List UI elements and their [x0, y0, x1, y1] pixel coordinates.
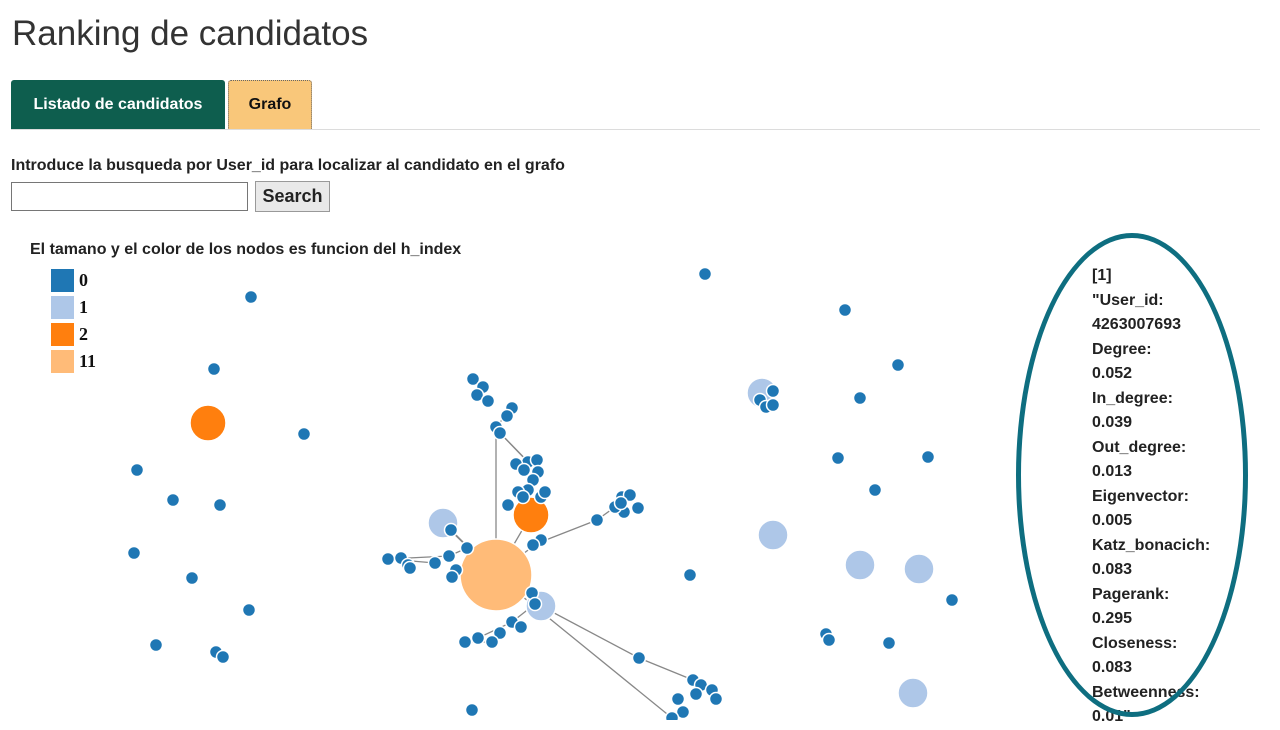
graph-node[interactable]	[484, 634, 500, 650]
graph-node[interactable]	[529, 452, 545, 468]
graph-node[interactable]	[513, 619, 529, 635]
graph-node[interactable]	[465, 371, 481, 387]
graph-node[interactable]	[184, 570, 200, 586]
graph-node[interactable]	[499, 408, 515, 424]
graph-node[interactable]	[708, 691, 724, 707]
graph-node[interactable]	[525, 537, 541, 553]
graph-node[interactable]	[206, 361, 222, 377]
graph-node[interactable]	[148, 637, 164, 653]
graph-caption: El tamano y el color de los nodos es fun…	[30, 241, 462, 258]
graph-node[interactable]	[622, 487, 638, 503]
graph-node[interactable]	[920, 449, 936, 465]
tab-grafo[interactable]: Grafo	[228, 80, 312, 130]
graph-node[interactable]	[492, 625, 508, 641]
graph-node[interactable]	[296, 426, 312, 442]
legend-label: 0	[79, 270, 88, 290]
graph-node[interactable]	[631, 650, 647, 666]
graph-node[interactable]	[765, 383, 781, 399]
legend-swatch	[51, 296, 74, 319]
graph-node[interactable]	[881, 635, 897, 651]
graph-node[interactable]	[126, 545, 142, 561]
graph-node[interactable]	[459, 540, 475, 556]
search-button[interactable]: Search	[255, 181, 330, 212]
graph-edge	[638, 657, 694, 681]
graph-node[interactable]	[441, 548, 457, 564]
graph-node[interactable]	[516, 462, 532, 478]
graph-node[interactable]	[480, 393, 496, 409]
graph-node[interactable]	[903, 553, 935, 585]
graph-edge	[495, 574, 673, 719]
graph-node[interactable]	[443, 522, 459, 538]
graph-node[interactable]	[241, 602, 257, 618]
tab-listado-de-candidatos[interactable]: Listado de candidatos	[11, 80, 225, 130]
legend-item: 11	[51, 348, 96, 375]
graph-node[interactable]	[457, 634, 473, 650]
graph-node[interactable]	[527, 596, 543, 612]
graph-node[interactable]	[427, 555, 443, 571]
search-input[interactable]	[11, 182, 248, 211]
graph-node[interactable]	[243, 289, 259, 305]
graph-node[interactable]	[664, 710, 680, 721]
graph-node[interactable]	[215, 649, 231, 665]
graph-node[interactable]	[212, 497, 228, 513]
graph-node[interactable]	[129, 462, 145, 478]
legend-swatch	[51, 323, 74, 346]
graph-node[interactable]	[675, 704, 691, 720]
graph-node[interactable]	[380, 551, 396, 567]
graph-node[interactable]	[444, 569, 460, 585]
legend-label: 2	[79, 324, 88, 344]
legend-label: 11	[79, 351, 97, 371]
graph-node[interactable]	[613, 495, 629, 511]
graph-node[interactable]	[469, 387, 485, 403]
legend-label: 1	[79, 297, 88, 317]
graph-node[interactable]	[890, 357, 906, 373]
tab-divider	[11, 129, 1260, 130]
legend-item: 1	[51, 294, 96, 321]
graph-node[interactable]	[830, 450, 846, 466]
page-title: Ranking de candidatos	[12, 14, 369, 53]
graph-node[interactable]	[492, 425, 508, 441]
graph-node[interactable]	[757, 519, 789, 551]
graph-edge	[540, 605, 640, 659]
search-label: Introduce la busqueda por User_id para l…	[11, 157, 565, 174]
graph-node[interactable]	[500, 497, 516, 513]
graph-node[interactable]	[682, 567, 698, 583]
legend-swatch	[51, 350, 74, 373]
graph-node[interactable]	[189, 404, 227, 442]
graph-node[interactable]	[589, 512, 605, 528]
graph-node[interactable]	[765, 397, 781, 413]
graph-node[interactable]	[470, 630, 486, 646]
legend-item: 0	[51, 267, 96, 294]
graph-node[interactable]	[688, 686, 704, 702]
highlight-ellipse	[1016, 233, 1248, 717]
graph-node[interactable]	[630, 500, 646, 516]
graph-node[interactable]	[464, 702, 480, 718]
graph-node[interactable]	[867, 482, 883, 498]
graph-node[interactable]	[897, 677, 929, 709]
graph-legend: 0 1 2 11	[51, 267, 96, 375]
legend-item: 2	[51, 321, 96, 348]
graph-node[interactable]	[852, 390, 868, 406]
graph-node[interactable]	[165, 492, 181, 508]
graph-node[interactable]	[944, 592, 960, 608]
legend-swatch	[51, 269, 74, 292]
graph-node[interactable]	[821, 632, 837, 648]
graph-node[interactable]	[837, 302, 853, 318]
graph-node[interactable]	[670, 691, 686, 707]
graph-node[interactable]	[512, 496, 550, 534]
graph-node[interactable]	[515, 489, 531, 505]
graph-node[interactable]	[697, 266, 713, 282]
graph-node[interactable]	[844, 549, 876, 581]
graph-node[interactable]	[537, 484, 553, 500]
graph-node[interactable]	[402, 560, 418, 576]
